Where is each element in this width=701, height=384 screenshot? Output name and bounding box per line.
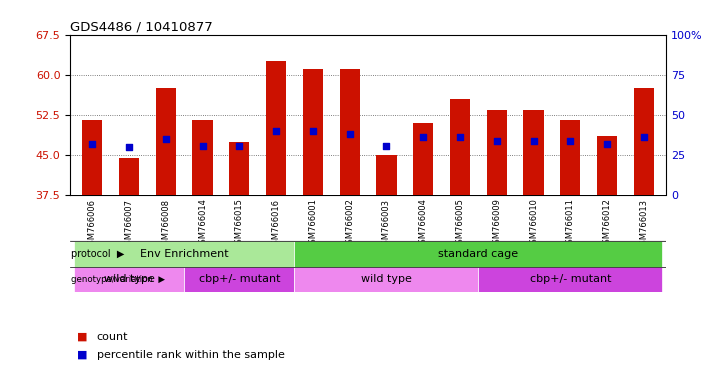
Point (454, 134, 465, 141)
Text: genotype/variation  ▶: genotype/variation ▶ (71, 275, 165, 284)
Bar (339, 70, 360, 195)
Text: GSM766004: GSM766004 (418, 199, 428, 250)
Text: protocol  ▶: protocol ▶ (71, 249, 124, 259)
Bar (478, 266, 662, 292)
Text: GSM766007: GSM766007 (125, 199, 133, 250)
Point (233, 142, 245, 149)
Text: GSM766003: GSM766003 (382, 199, 391, 250)
Bar (560, 120, 580, 195)
Text: GSM766016: GSM766016 (271, 199, 280, 250)
Text: cbp+/- mutant: cbp+/- mutant (198, 274, 280, 284)
Bar (192, 120, 212, 195)
Bar (634, 88, 654, 195)
Point (381, 142, 392, 149)
Text: GSM766013: GSM766013 (639, 199, 648, 250)
Bar (266, 61, 286, 195)
Point (491, 137, 503, 144)
Text: GSM766010: GSM766010 (529, 199, 538, 250)
Point (639, 134, 650, 141)
Point (601, 141, 613, 147)
Bar (486, 109, 507, 195)
Text: ■: ■ (77, 332, 88, 342)
Point (528, 137, 539, 144)
Bar (82, 120, 102, 195)
Bar (74, 241, 294, 266)
Bar (184, 266, 294, 292)
Bar (294, 266, 478, 292)
Text: cbp+/- mutant: cbp+/- mutant (529, 274, 611, 284)
Point (197, 142, 208, 149)
Text: percentile rank within the sample: percentile rank within the sample (97, 350, 285, 360)
Text: GSM766006: GSM766006 (88, 199, 97, 250)
Text: wild type: wild type (104, 274, 154, 284)
Text: GSM766009: GSM766009 (492, 199, 501, 250)
Text: GSM766015: GSM766015 (235, 199, 244, 250)
Text: GDS4486 / 10410877: GDS4486 / 10410877 (70, 20, 213, 33)
Text: GSM766014: GSM766014 (198, 199, 207, 250)
Bar (376, 155, 397, 195)
Point (565, 137, 576, 144)
Text: wild type: wild type (361, 274, 412, 284)
Text: GSM766001: GSM766001 (308, 199, 318, 250)
Bar (229, 142, 250, 195)
Bar (450, 99, 470, 195)
Text: count: count (97, 332, 128, 342)
Text: Env Enrichment: Env Enrichment (139, 249, 229, 259)
Text: GSM766011: GSM766011 (566, 199, 575, 250)
Text: standard cage: standard cage (438, 249, 519, 259)
Point (271, 128, 282, 134)
Point (123, 144, 135, 150)
Bar (294, 241, 662, 266)
Text: GSM766012: GSM766012 (603, 199, 611, 250)
Bar (597, 136, 617, 195)
Bar (156, 88, 176, 195)
Bar (524, 109, 544, 195)
Point (86, 141, 97, 147)
Point (160, 136, 171, 142)
Bar (413, 123, 433, 195)
Point (344, 131, 355, 137)
Bar (119, 158, 139, 195)
Text: ■: ■ (77, 350, 88, 360)
Text: GSM766008: GSM766008 (161, 199, 170, 250)
Text: GSM766002: GSM766002 (345, 199, 354, 250)
Point (307, 128, 318, 134)
Point (418, 134, 429, 141)
Bar (74, 266, 184, 292)
Bar (303, 70, 323, 195)
Text: GSM766005: GSM766005 (456, 199, 465, 250)
